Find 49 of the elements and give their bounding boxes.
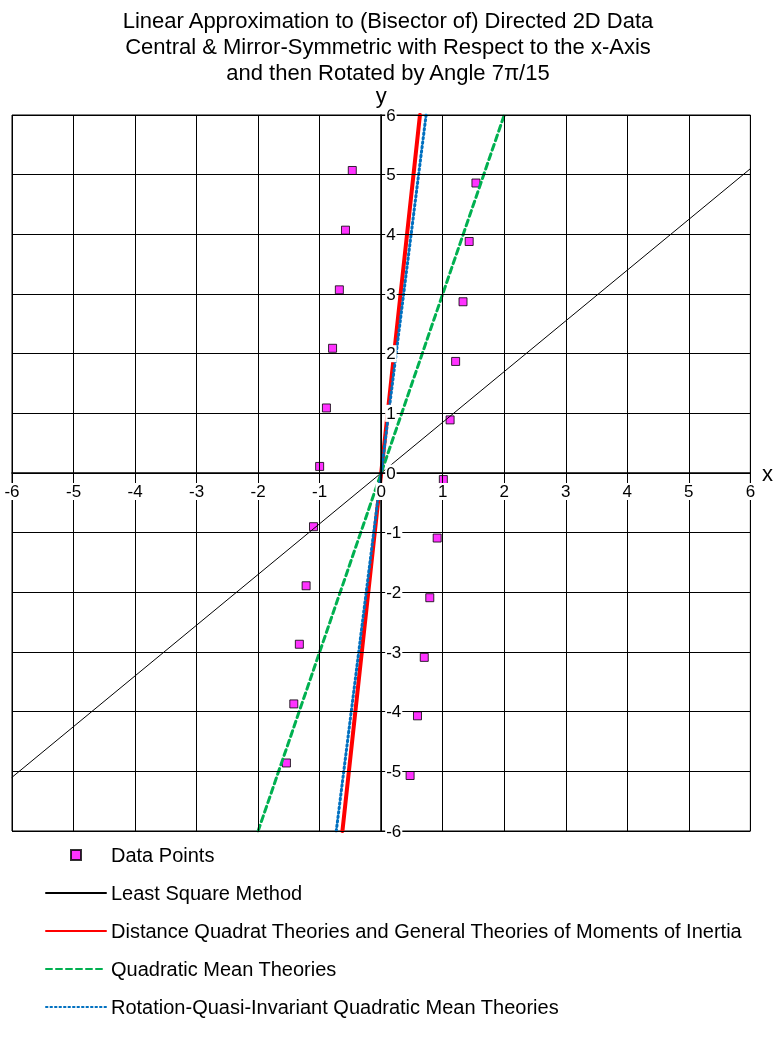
point [294,639,304,649]
point [328,343,338,353]
x-tick-label: 6 [745,482,756,501]
x-tick-label: -4 [127,482,143,501]
x-tick-label: -3 [189,482,205,501]
x-tick-label: 1 [437,482,448,501]
y-tick-label: -4 [386,702,402,722]
x-tick-label: -1 [312,482,328,501]
point [301,581,311,591]
point [419,652,429,662]
y-tick-label: -2 [386,582,402,602]
y-tick-label: 5 [386,165,396,185]
point [451,356,461,366]
point [347,165,357,175]
legend-label: Quadratic Mean Theories [111,958,337,980]
point [315,461,325,471]
legend-label: Least Square Method [111,882,303,904]
y-tick-label: -3 [386,642,402,662]
x-tick-label: 5 [684,482,694,501]
y-tick-label: 1 [386,403,396,423]
legend-label: Rotation-Quasi-Invariant Quadratic Mean Theories [111,996,559,1018]
x-tick-label: 3 [561,482,571,501]
point [464,236,474,246]
point [432,533,442,543]
y-tick-label: 4 [386,224,396,244]
point [425,593,435,603]
point [458,297,468,307]
y-tick-label: 0 [386,463,396,483]
y-tick-label: -5 [386,761,402,781]
y-axis-title: y [375,83,387,109]
x-tick-label: -6 [4,482,20,501]
legend-label: Data Points [111,844,215,866]
y-tick-label: 6 [386,105,396,125]
x-tick-label: 2 [499,482,509,501]
y-tick-label: -6 [386,821,402,841]
point [341,225,350,235]
x-tick-label: 4 [622,482,633,501]
point [321,403,331,413]
y-tick-label: -1 [386,523,402,543]
y-tick-label: 2 [386,344,396,364]
point [412,711,422,721]
y-tick-label: 3 [386,284,396,304]
legend-label: Distance Quadrat Theories and General Theories of Moments of Inertia [111,920,743,942]
point [405,771,415,781]
x-axis-title: x [762,460,773,486]
point [289,699,299,709]
x-tick-label: -5 [65,482,82,501]
x-tick-label: -2 [250,482,266,501]
point [334,285,344,295]
